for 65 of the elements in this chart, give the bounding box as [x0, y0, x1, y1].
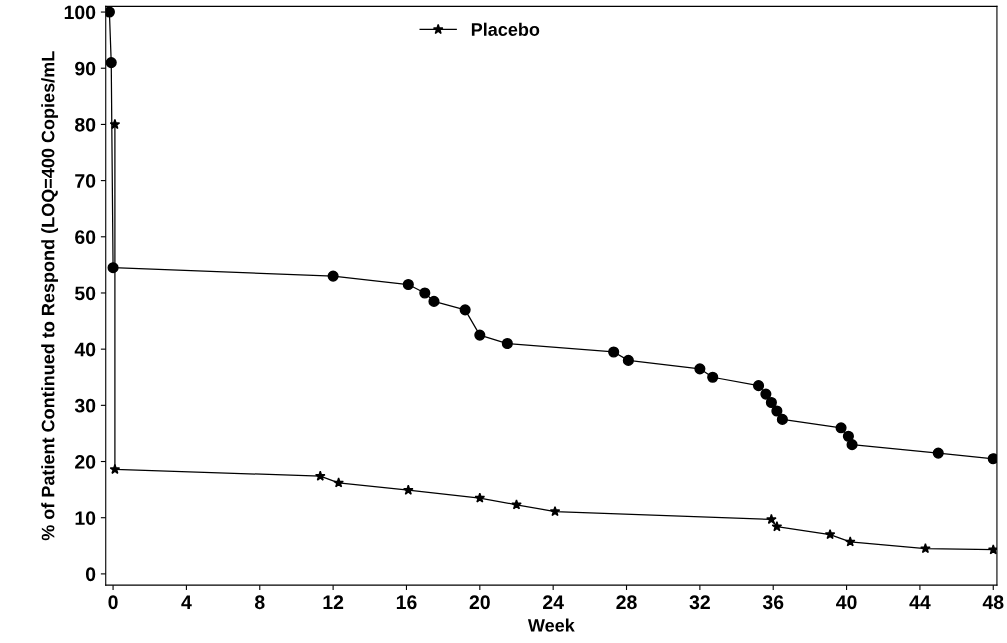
point	[844, 536, 856, 547]
y-tick-label: 0	[85, 567, 96, 582]
y-tick-label: 20	[75, 454, 96, 469]
x-tick-label: 40	[836, 595, 857, 610]
point	[932, 447, 944, 459]
point	[402, 278, 414, 291]
x-tick-label: 36	[762, 595, 784, 610]
point	[622, 354, 634, 366]
y-tick-label: 90	[75, 61, 96, 76]
point	[549, 505, 561, 517]
x-tick-label: 44	[909, 595, 931, 609]
x-tick-label: 28	[616, 595, 637, 610]
point	[511, 499, 522, 510]
x-tick-label: 4	[181, 595, 192, 609]
point	[766, 513, 777, 525]
point	[109, 118, 121, 130]
y-tick-label: 50	[74, 286, 96, 301]
x-tick-label: 8	[254, 595, 265, 610]
point	[107, 262, 119, 274]
point	[608, 346, 620, 358]
y-tick-label: 80	[75, 117, 96, 132]
x-tick-label: 48	[982, 595, 1004, 610]
x-tick-label: 24	[543, 595, 564, 609]
point	[109, 463, 121, 475]
point	[776, 413, 788, 425]
y-tick-label: 70	[75, 174, 96, 188]
point	[402, 484, 414, 495]
x-tick-label: 16	[396, 595, 417, 610]
point	[474, 329, 486, 341]
point	[987, 453, 997, 465]
point	[987, 544, 997, 555]
y-tick-label: 100	[64, 5, 96, 20]
point	[314, 470, 326, 481]
point	[105, 6, 115, 18]
legend-label: Placebo	[471, 22, 540, 36]
x-tick-label: 0	[108, 595, 118, 610]
point	[771, 521, 783, 532]
point	[842, 430, 854, 442]
point	[835, 422, 847, 434]
y-tick-label: 60	[75, 230, 96, 245]
point	[694, 363, 706, 375]
point	[760, 388, 772, 400]
y-tick-label: 10	[75, 511, 96, 525]
point	[707, 371, 719, 383]
point	[752, 380, 765, 392]
point	[459, 304, 471, 316]
point	[846, 439, 858, 451]
point	[333, 477, 344, 488]
point	[765, 396, 777, 409]
y-tick-label: 30	[74, 398, 96, 413]
point	[327, 270, 339, 282]
x-tick-label: 20	[469, 595, 490, 610]
point	[105, 57, 117, 69]
point	[419, 287, 431, 299]
x-tick-label: 32	[689, 595, 710, 610]
y-axis-title: % of Patient Continued to Respond (LOQ=400 Copies/mL	[41, 51, 59, 541]
point	[771, 405, 783, 417]
x-tick-label: 12	[323, 595, 344, 609]
point	[920, 543, 931, 554]
y-tick-label: 40	[74, 342, 96, 357]
point	[824, 529, 836, 540]
point	[501, 337, 513, 350]
point	[474, 492, 486, 503]
point	[428, 295, 440, 307]
x-axis-title: Week	[527, 618, 575, 632]
